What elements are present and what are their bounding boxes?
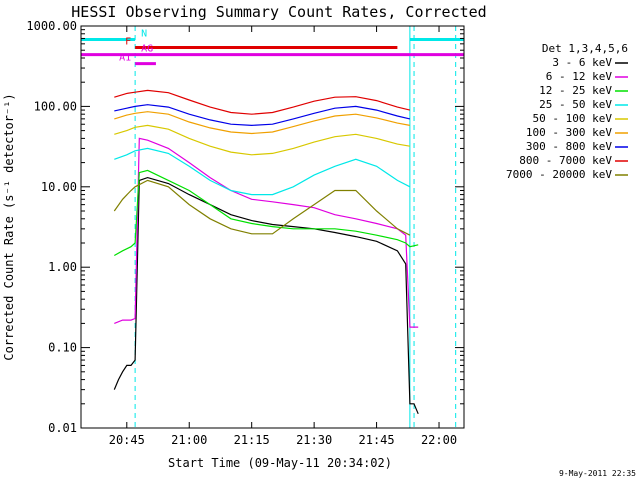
legend-entry-9: 7000 - 20000 keV — [506, 168, 612, 181]
x-tick-label: 21:30 — [296, 433, 332, 447]
legend-entry-3: 12 - 25 keV — [539, 84, 612, 97]
plot-frame — [80, 25, 465, 429]
series-line-7 — [114, 104, 411, 127]
legend-entry-2: 6 - 12 keV — [546, 70, 613, 83]
date-stamp: 9-May-2011 22:35 — [559, 469, 636, 478]
series-line-2 — [114, 137, 419, 328]
legend-title: Det 1,3,4,5,6 — [542, 42, 628, 55]
annotation-label: F — [125, 37, 131, 48]
y-axis-label: Corrected Count Rate (s⁻¹ detector⁻¹) — [2, 93, 16, 360]
legend-entry-1: 3 - 6 keV — [552, 56, 612, 69]
y-tick-label: 1.00 — [48, 260, 77, 274]
legend-entry-7: 300 - 800 keV — [526, 140, 612, 153]
x-tick-label: 21:15 — [234, 433, 270, 447]
legend-entry-6: 100 - 300 keV — [526, 126, 612, 139]
x-axis-label: Start Time (09-May-11 20:34:02) — [168, 456, 392, 470]
chart-title: HESSI Observing Summary Count Rates, Cor… — [71, 3, 486, 21]
y-tick-label: 0.01 — [48, 421, 77, 435]
series-line-8 — [114, 89, 411, 115]
x-tick-label: 21:00 — [171, 433, 207, 447]
series-line-3 — [114, 169, 419, 257]
series-line-4 — [114, 147, 411, 196]
series-line-1 — [113, 176, 419, 415]
y-tick-label: 10.00 — [41, 180, 77, 194]
legend-entry-8: 800 - 7000 keV — [519, 154, 612, 167]
y-tick-label: 0.10 — [48, 341, 77, 355]
annotation-label: A1 — [119, 53, 131, 64]
legend-entry-5: 50 - 100 keV — [533, 112, 613, 125]
x-tick-label: 20:45 — [109, 433, 145, 447]
x-tick-label: 21:45 — [359, 433, 395, 447]
series-line-6 — [114, 111, 411, 135]
series-line-5 — [114, 124, 410, 156]
legend-entry-4: 25 - 50 keV — [539, 98, 612, 111]
y-tick-label: 1000.00 — [26, 19, 77, 33]
annotation-label: AG — [141, 44, 153, 55]
y-tick-label: 100.00 — [34, 99, 77, 113]
series-line-9 — [113, 179, 411, 236]
annotation-label: N — [141, 28, 147, 39]
x-tick-label: 22:00 — [421, 433, 457, 447]
